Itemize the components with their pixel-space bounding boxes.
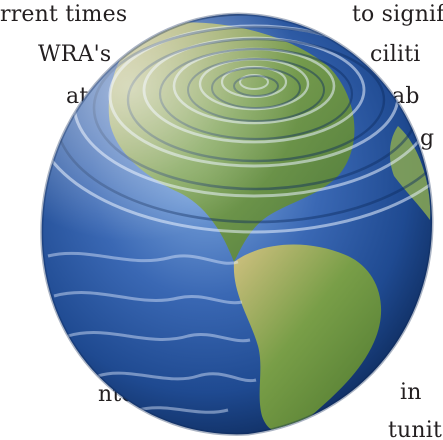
- earth-globe-image: [28, 6, 443, 440]
- text-right-line-3: ab: [392, 84, 420, 109]
- land-europe-africa-edge: [389, 126, 431, 220]
- text-right-line-4: g: [420, 126, 435, 151]
- text-left-line-2: WRA's: [38, 42, 112, 67]
- text-right-line-6: tunit: [388, 418, 443, 440]
- text-right-line-5: in: [400, 380, 422, 405]
- text-left-line-1: rrent times: [0, 2, 128, 27]
- text-right-line-1: to signif: [352, 2, 443, 27]
- globe-svg: [40, 12, 434, 436]
- text-right-line-2: ciliti: [370, 42, 421, 67]
- globe-rim: [40, 12, 434, 436]
